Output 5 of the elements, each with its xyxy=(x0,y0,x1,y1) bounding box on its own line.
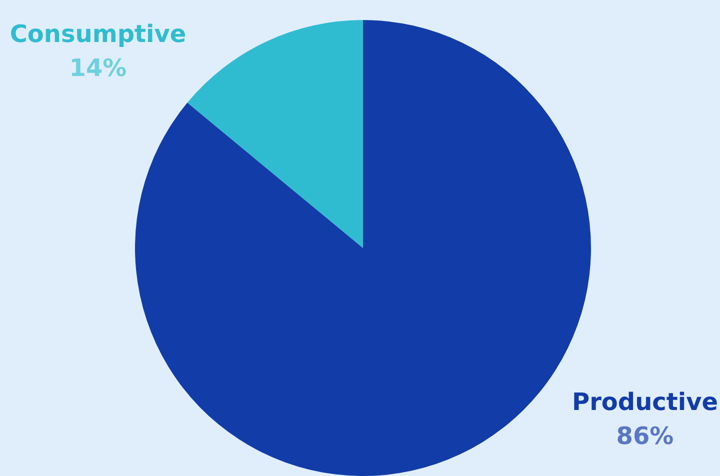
data-label: 14% xyxy=(69,54,127,82)
data-label: 86% xyxy=(616,422,674,450)
pie-slice xyxy=(187,20,363,248)
slice-label: Productive xyxy=(572,388,718,416)
slice-label: Consumptive xyxy=(10,20,186,48)
